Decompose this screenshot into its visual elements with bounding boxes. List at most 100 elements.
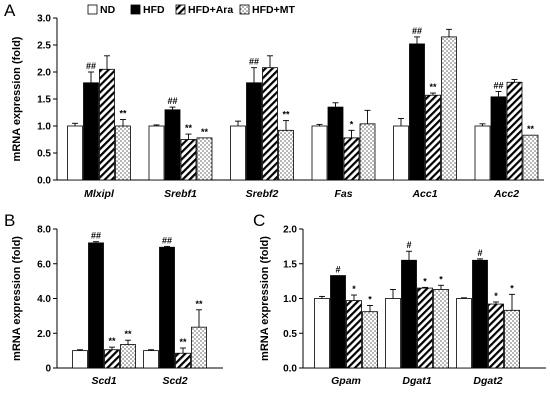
- y-tick-label: 2.0: [37, 68, 51, 79]
- bar-HFD-Srebf1: [164, 109, 181, 181]
- bar-ND-Gpam: [314, 298, 330, 369]
- y-tick-label: 8.0: [37, 225, 51, 236]
- y-tick-label: 0.5: [37, 149, 51, 160]
- significance-label: **: [429, 82, 437, 92]
- bar-HFD-Scd1: [88, 242, 104, 369]
- significance-label: *: [352, 284, 356, 294]
- category-label: Acc2: [493, 188, 519, 200]
- y-tick-label: 1.5: [283, 259, 297, 270]
- significance-label: ##: [167, 96, 177, 106]
- bar-HFD-Srebf2: [246, 82, 262, 181]
- bar-HFD+Ara-Fas: [343, 137, 360, 181]
- legend-label: HFD: [143, 4, 165, 16]
- bar-HFD+Ara-Srebf2: [262, 67, 278, 181]
- legend-swatch-HFD: [130, 4, 141, 15]
- significance-label: *: [510, 283, 514, 293]
- panel-letter: C: [253, 211, 265, 230]
- bar-HFD+MT-Dgat2: [504, 309, 520, 369]
- bar-HFD+MT-Scd1: [120, 344, 136, 369]
- bar-HFD+MT-Dgat1: [433, 289, 449, 369]
- legend-label: HFD+Ara: [188, 4, 233, 16]
- y-tick-label: 4.0: [37, 294, 51, 305]
- legend-label: HFD+MT: [252, 4, 295, 16]
- category-label: Dgat2: [473, 375, 502, 387]
- bar-HFD+Ara-Scd1: [104, 349, 120, 369]
- bar-HFD+Ara-Gpam: [346, 300, 362, 369]
- y-tick-label: 2.5: [37, 41, 51, 52]
- bar-HFD-Fas: [327, 106, 344, 181]
- legend-swatch-HFD+Ara: [175, 4, 186, 15]
- bar-ND-Dgat2: [456, 298, 472, 369]
- significance-label: *: [368, 294, 372, 304]
- bar-HFD+MT-Gpam: [362, 311, 378, 369]
- significance-label: #: [477, 248, 482, 258]
- category-label: Acc1: [411, 188, 437, 200]
- y-tick-label: 1.5: [37, 95, 51, 106]
- category-label: Mlxipl: [84, 188, 115, 200]
- category-label: Gpam: [331, 375, 361, 387]
- category-label: Scd1: [91, 375, 116, 387]
- bar-HFD+MT-Srebf1: [196, 137, 213, 181]
- y-tick-label: 0: [45, 364, 51, 375]
- y-tick-label: 0.0: [283, 364, 297, 375]
- bar-ND-Fas: [311, 125, 328, 181]
- bar-HFD+MT-Acc2: [522, 134, 539, 181]
- y-tick-label: 0.5: [283, 329, 297, 340]
- significance-label: *: [439, 274, 443, 284]
- significance-label: *: [350, 119, 354, 129]
- y-axis-label: mRNA expression (fold): [11, 36, 23, 161]
- bar-HFD+MT-Fas: [359, 123, 376, 181]
- y-tick-label: 1.0: [37, 122, 51, 133]
- bar-HFD-Gpam: [330, 275, 346, 369]
- significance-label: **: [124, 329, 132, 339]
- bar-HFD-Dgat2: [472, 259, 488, 369]
- significance-label: **: [108, 336, 116, 346]
- bar-HFD+MT-Srebf2: [278, 129, 294, 181]
- bar-HFD-Acc2: [490, 96, 507, 181]
- legend-swatch-HFD+MT: [239, 4, 250, 15]
- legend-swatch-ND: [87, 4, 98, 15]
- bar-ND-Acc2: [474, 125, 491, 181]
- panel-letter: B: [4, 211, 15, 230]
- bar-HFD+MT-Scd2: [191, 326, 207, 369]
- bar-ND-Scd1: [72, 350, 88, 369]
- bar-ND-Dgat1: [385, 298, 401, 369]
- category-label: Scd2: [162, 375, 187, 387]
- significance-label: *: [494, 291, 498, 301]
- significance-label: **: [282, 110, 290, 120]
- y-tick-label: 0.0: [37, 176, 51, 187]
- bar-HFD+Ara-Dgat2: [488, 303, 504, 369]
- bar-HFD+Ara-Acc2: [506, 81, 523, 181]
- y-axis-label: mRNA expression (fold): [11, 236, 23, 361]
- panel-letter: A: [4, 1, 16, 20]
- y-tick-label: 3.0: [37, 14, 51, 25]
- bar-HFD+Ara-Srebf1: [180, 139, 197, 181]
- bar-ND-Mlxipl: [67, 125, 83, 181]
- significance-label: ##: [412, 26, 422, 36]
- bar-HFD+Ara-Dgat1: [417, 287, 433, 369]
- legend: ND HFD HFD+Ara HFD+MT: [87, 4, 295, 16]
- significance-label: **: [527, 124, 535, 134]
- significance-label: *: [423, 276, 427, 286]
- y-tick-label: 6.0: [37, 259, 51, 270]
- significance-label: ##: [249, 57, 259, 67]
- category-label: Fas: [334, 188, 352, 200]
- significance-label: **: [195, 299, 203, 309]
- bar-HFD+Ara-Scd2: [175, 352, 191, 369]
- significance-label: **: [201, 127, 209, 137]
- legend-label: ND: [100, 4, 116, 16]
- significance-label: ##: [162, 235, 172, 245]
- y-tick-label: 1.0: [283, 294, 297, 305]
- y-axis-label: mRNA expression (fold): [259, 236, 271, 361]
- bar-HFD-Mlxipl: [83, 82, 99, 181]
- bar-HFD-Scd2: [159, 246, 175, 369]
- significance-label: ##: [91, 231, 101, 241]
- significance-label: #: [335, 265, 340, 275]
- bar-ND-Scd2: [143, 350, 159, 369]
- bar-ND-Srebf1: [148, 125, 165, 181]
